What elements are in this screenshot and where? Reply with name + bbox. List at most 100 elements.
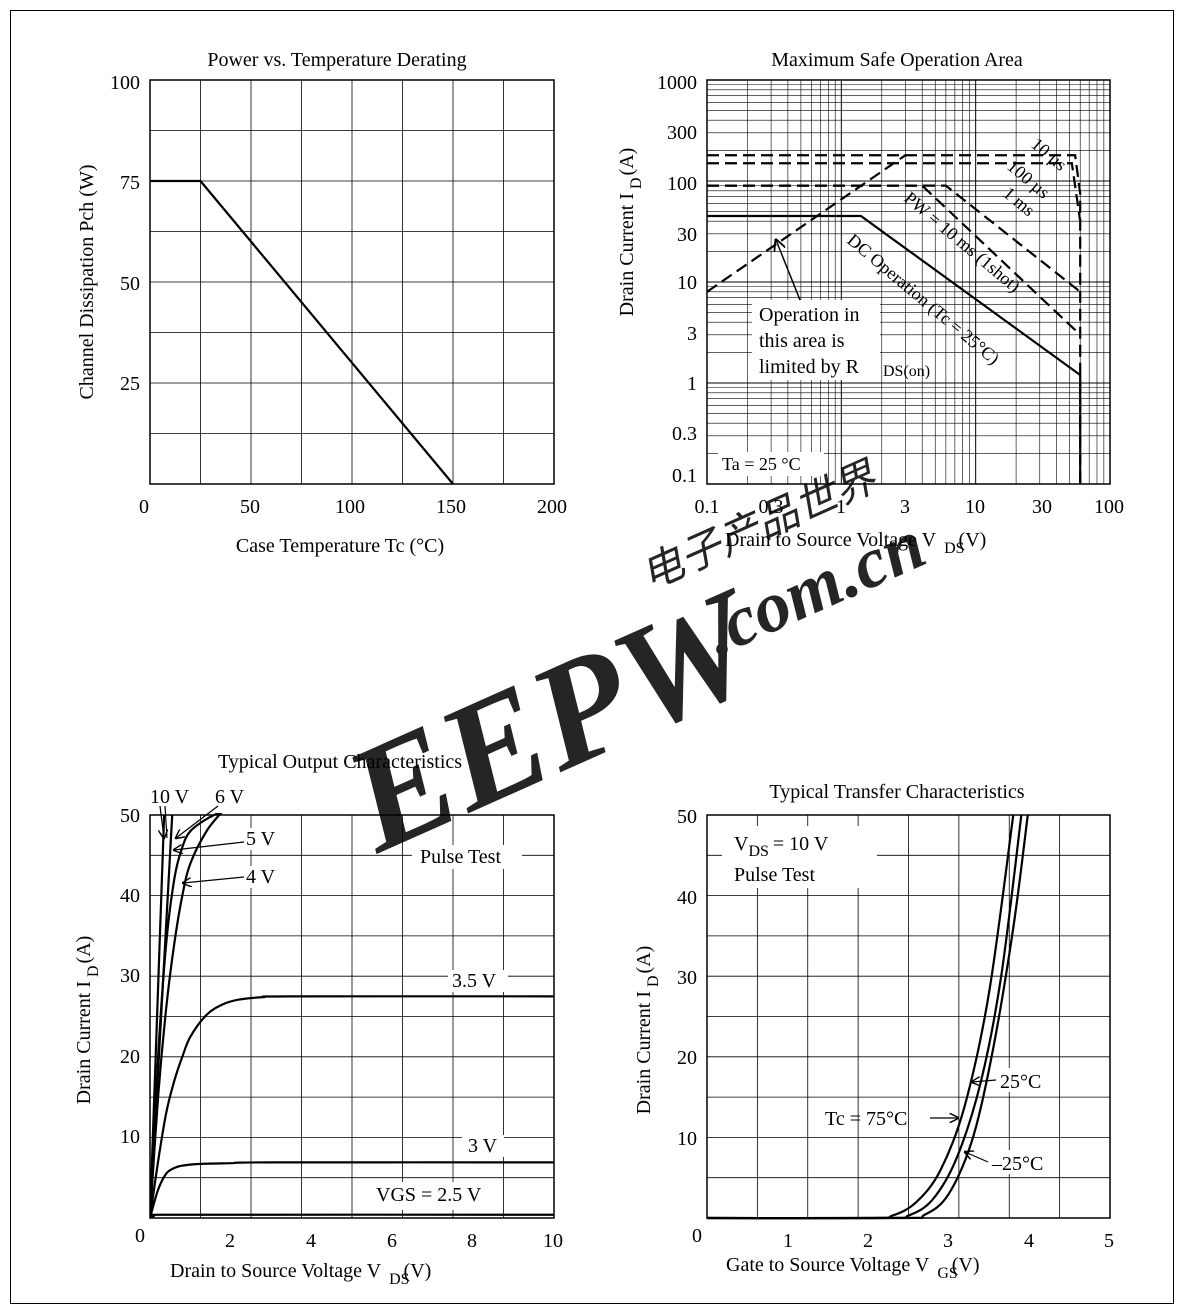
power-derating-chart: Power vs. Temperature Derating Case Temp… bbox=[76, 49, 567, 557]
x-tick-label: 150 bbox=[436, 496, 466, 518]
grid bbox=[150, 815, 554, 1218]
x-tick-label: 2 bbox=[225, 1230, 235, 1252]
chart-title: Power vs. Temperature Derating bbox=[207, 49, 466, 71]
x-tick-label: 4 bbox=[306, 1230, 316, 1252]
x-tick-label: 6 bbox=[387, 1230, 397, 1252]
x-tick-label: 10 bbox=[543, 1230, 563, 1252]
series-label: PW = 10 ms (1shot) bbox=[900, 188, 1024, 297]
y-tick-label: 1000 bbox=[657, 72, 697, 94]
label-arrow bbox=[160, 805, 164, 838]
annotation-box bbox=[412, 845, 522, 869]
y-tick-label: 50 bbox=[120, 805, 140, 827]
series-line bbox=[707, 154, 907, 293]
x-tick-label: 100 bbox=[1094, 496, 1124, 518]
label-arrow bbox=[972, 1080, 997, 1082]
y-tick-label: 10 bbox=[120, 1126, 140, 1148]
x-axis-label: Case Temperature Tc (°C) bbox=[236, 535, 444, 557]
annotation-box bbox=[752, 300, 880, 380]
plot-area bbox=[149, 79, 555, 485]
annotation-box bbox=[462, 1135, 504, 1157]
y-tick-label: 0.3 bbox=[672, 423, 697, 445]
x-tick-label: 0 bbox=[692, 1225, 702, 1247]
annotation-box bbox=[718, 452, 824, 476]
annotation-box bbox=[722, 826, 877, 888]
label-arrow bbox=[176, 805, 219, 838]
svg-text:Drain Current ID(A): Drain Current ID(A) bbox=[73, 936, 102, 1105]
svg-text:Drain Current ID(A): Drain Current ID(A) bbox=[633, 946, 662, 1115]
annotation-arrow bbox=[776, 240, 801, 301]
x-tick-label: 5 bbox=[1104, 1230, 1114, 1252]
label-arrow bbox=[164, 805, 168, 839]
y-axis-label: Drain Current ID(A) bbox=[633, 946, 662, 1115]
y-tick-label: 3 bbox=[687, 323, 697, 345]
transfer-characteristics-chart: Typical Transfer Characteristics Drain C… bbox=[633, 781, 1114, 1282]
series-line bbox=[150, 813, 221, 1219]
y-tick-label: 40 bbox=[120, 885, 140, 907]
x-tick-label: 0.3 bbox=[759, 496, 784, 518]
label-arrow bbox=[174, 841, 245, 850]
annotation-text: Pulse Test bbox=[420, 846, 501, 868]
y-tick-label: 30 bbox=[677, 967, 697, 989]
y-tick-label: 20 bbox=[677, 1047, 697, 1069]
x-tick-label: 100 bbox=[335, 496, 365, 518]
grid bbox=[707, 815, 1110, 1218]
series-line bbox=[707, 214, 1082, 484]
label-arrow bbox=[183, 876, 245, 883]
y-tick-label: 30 bbox=[677, 224, 697, 246]
annotation-text: VDS = 10 V bbox=[734, 833, 829, 860]
x-tick-label: 200 bbox=[537, 496, 567, 518]
chart-title: Typical Transfer Characteristics bbox=[769, 781, 1024, 803]
series-label: 10 V bbox=[150, 786, 190, 808]
series-label: 6 V bbox=[215, 786, 245, 808]
plot-frame bbox=[706, 79, 1111, 485]
x-tick-label: 3 bbox=[900, 496, 910, 518]
x-tick-label: 30 bbox=[1032, 496, 1052, 518]
x-tick-label: 0 bbox=[135, 1225, 145, 1247]
series-line bbox=[150, 1161, 555, 1219]
figure-frame bbox=[10, 10, 1174, 1304]
plot-area bbox=[706, 814, 1111, 1220]
annotation-text: Pulse Test bbox=[734, 864, 815, 886]
plot-frame bbox=[149, 79, 555, 485]
x-tick-label: 1 bbox=[783, 1230, 793, 1252]
annotation-box bbox=[244, 866, 280, 888]
annotation-box bbox=[244, 828, 280, 850]
x-axis-label: Gate to Source Voltage V GS(V) bbox=[726, 1254, 980, 1282]
grid bbox=[150, 80, 554, 484]
y-tick-label: 300 bbox=[667, 122, 697, 144]
series-line bbox=[707, 154, 1082, 484]
series-label: 3 V bbox=[468, 1135, 498, 1157]
annotation-text: Operation in bbox=[759, 304, 860, 326]
x-tick-label: 0.1 bbox=[695, 496, 720, 518]
series-label: Tc = 75°C bbox=[825, 1108, 907, 1130]
series-label: –25°C bbox=[991, 1153, 1043, 1175]
svg-text:Drain to Source Voltage VDS(: Drain to Source Voltage V DS(V) bbox=[170, 1260, 431, 1288]
x-tick-label: 50 bbox=[240, 496, 260, 518]
x-axis-label: Drain to Source Voltage V DS(V) bbox=[170, 1260, 431, 1288]
y-tick-label: 10 bbox=[677, 1128, 697, 1150]
y-axis-label: Drain Current ID(A) bbox=[73, 936, 102, 1105]
y-tick-label: 25 bbox=[120, 373, 140, 395]
y-tick-label: 20 bbox=[120, 1046, 140, 1068]
label-arrow bbox=[965, 1152, 989, 1163]
series-label: 5 V bbox=[246, 828, 276, 850]
y-tick-label: 75 bbox=[120, 172, 140, 194]
y-tick-label: 10 bbox=[677, 272, 697, 294]
x-tick-label: 3 bbox=[943, 1230, 953, 1252]
series-line bbox=[707, 162, 1082, 222]
x-tick-label: 10 bbox=[965, 496, 985, 518]
y-tick-label: 50 bbox=[120, 273, 140, 295]
y-axis-label: Drain Current ID(A) bbox=[616, 148, 645, 317]
svg-text:Gate to Source Voltage VGS(V: Gate to Source Voltage V GS(V) bbox=[726, 1254, 980, 1282]
x-tick-label: 2 bbox=[863, 1230, 873, 1252]
series-line bbox=[150, 1213, 555, 1219]
y-tick-label: 30 bbox=[120, 965, 140, 987]
annotation-box bbox=[370, 1182, 500, 1210]
series-label: 10 µs bbox=[1027, 134, 1070, 175]
plot-area bbox=[706, 79, 1111, 485]
series-line bbox=[150, 179, 454, 485]
chart-title: Typical Output Characteristics bbox=[218, 751, 462, 773]
series-label: VGS = 2.5 V bbox=[376, 1184, 482, 1206]
annotation-text: Ta = 25 °C bbox=[722, 454, 801, 474]
